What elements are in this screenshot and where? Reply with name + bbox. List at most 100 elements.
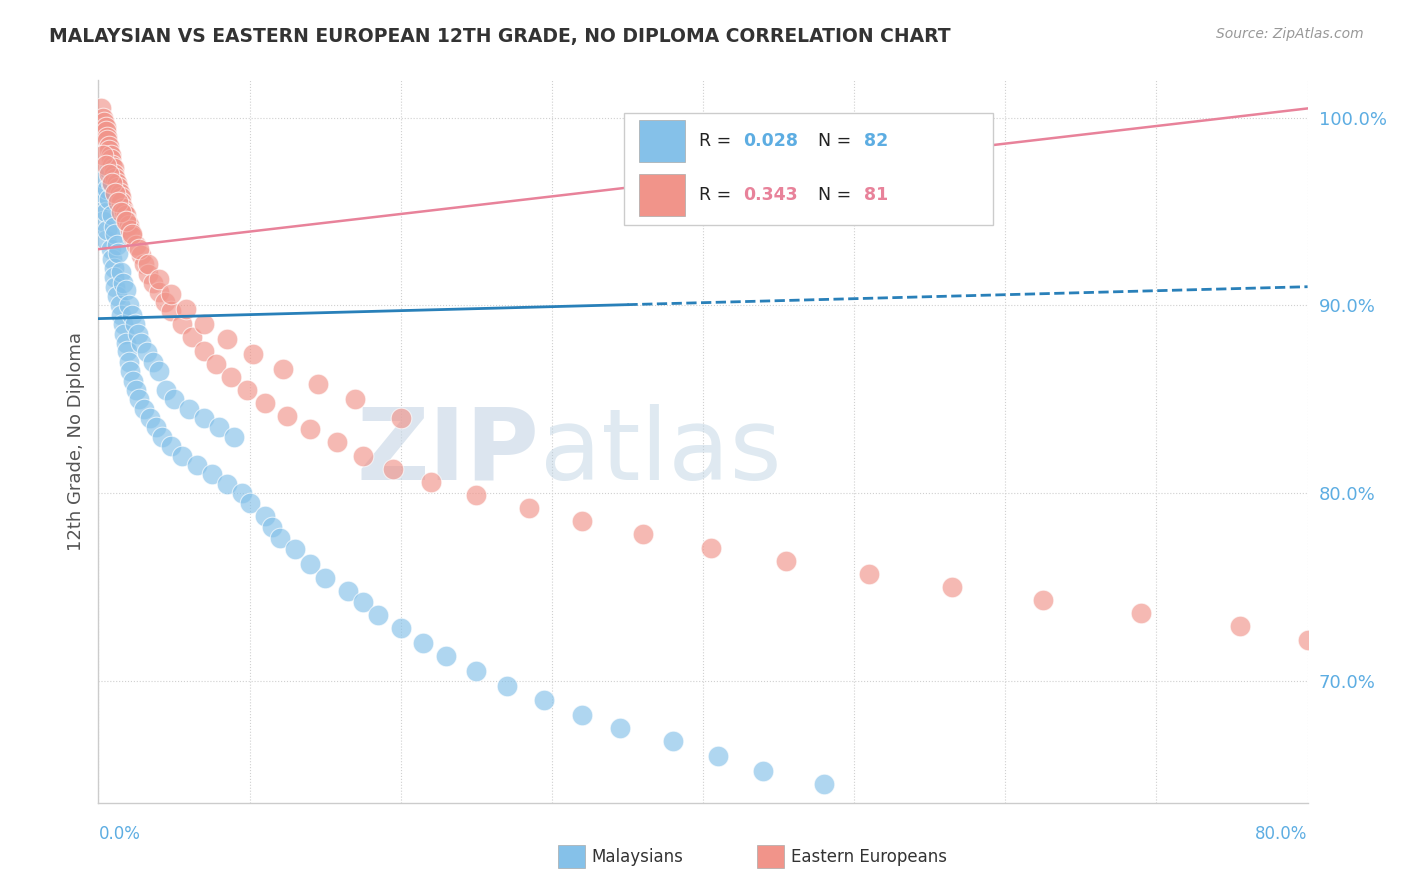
Point (91, 148, 114, 162)
Point (307, 377, 329, 392)
Y-axis label: 12th Grade, No Diploma: 12th Grade, No Diploma (66, 332, 84, 551)
Point (148, 364, 170, 378)
Bar (558, 845, 585, 868)
Point (104, 279, 127, 293)
Point (150, 430, 173, 444)
Point (352, 449, 374, 463)
Point (160, 287, 183, 301)
Point (221, 369, 243, 384)
Point (707, 748, 730, 763)
Point (299, 422, 322, 436)
Point (94, 124, 117, 138)
Point (163, 392, 186, 407)
Point (128, 242, 150, 256)
Point (103, 219, 125, 234)
Point (193, 318, 215, 332)
Point (101, 177, 124, 191)
Point (179, 401, 201, 416)
Point (107, 246, 129, 260)
Point (105, 238, 128, 252)
Text: Eastern Europeans: Eastern Europeans (792, 848, 948, 866)
Point (111, 276, 134, 290)
Point (101, 158, 124, 172)
Point (101, 252, 124, 266)
Point (235, 383, 257, 397)
Point (105, 177, 128, 191)
Point (208, 420, 231, 434)
Point (1296, 632, 1319, 647)
Point (170, 449, 193, 463)
Point (91, 111, 114, 125)
Point (98, 163, 121, 178)
Point (160, 304, 183, 318)
Text: 0.0%: 0.0% (98, 825, 141, 843)
Text: MALAYSIAN VS EASTERN EUROPEAN 12TH GRADE, NO DIPLOMA CORRELATION CHART: MALAYSIAN VS EASTERN EUROPEAN 12TH GRADE… (49, 27, 950, 45)
Point (132, 257, 155, 271)
Point (107, 195, 129, 210)
Point (344, 392, 367, 407)
Point (103, 270, 125, 285)
Point (129, 336, 152, 351)
Point (96, 133, 118, 147)
Point (114, 336, 136, 351)
Point (108, 186, 131, 200)
Point (96, 129, 118, 144)
Point (107, 180, 129, 194)
Text: 81: 81 (863, 186, 889, 204)
Point (114, 214, 136, 228)
Point (1130, 607, 1153, 621)
Point (127, 326, 149, 341)
Point (104, 227, 127, 242)
Point (103, 167, 125, 181)
Point (105, 289, 128, 303)
Point (299, 558, 322, 572)
Text: R =: R = (699, 186, 737, 204)
Point (239, 495, 262, 509)
Text: Source: ZipAtlas.com: Source: ZipAtlas.com (1216, 27, 1364, 41)
Point (104, 170, 127, 185)
Point (276, 409, 298, 424)
Point (94, 120, 117, 135)
Point (142, 276, 165, 290)
Text: 0.343: 0.343 (742, 186, 797, 204)
Bar (638, 174, 685, 216)
Point (90, 195, 112, 210)
Point (609, 721, 631, 735)
Point (96, 182, 118, 196)
Point (434, 649, 457, 664)
Point (96, 223, 118, 237)
Point (111, 201, 134, 215)
Point (253, 508, 276, 523)
Point (262, 520, 284, 534)
Point (100, 177, 122, 191)
Point (110, 204, 132, 219)
Point (128, 392, 150, 407)
Point (420, 475, 443, 489)
Point (94, 233, 117, 247)
Point (284, 542, 307, 557)
Point (103, 161, 125, 176)
Point (242, 347, 264, 361)
Point (135, 345, 157, 359)
Point (120, 223, 142, 237)
Point (111, 318, 134, 332)
Point (231, 486, 253, 500)
Point (98, 192, 121, 206)
Point (114, 284, 136, 298)
Point (98, 143, 121, 157)
Point (121, 229, 143, 244)
Text: 80.0%: 80.0% (1256, 825, 1308, 843)
Point (94, 158, 117, 172)
Point (336, 583, 359, 598)
Point (129, 248, 152, 262)
Point (110, 308, 132, 322)
Point (412, 636, 434, 650)
Point (100, 152, 122, 166)
Point (352, 595, 374, 609)
Point (193, 343, 215, 358)
Point (148, 272, 170, 286)
Text: ZIP: ZIP (357, 404, 540, 501)
Point (367, 608, 389, 623)
Point (193, 411, 215, 425)
Point (571, 514, 593, 528)
